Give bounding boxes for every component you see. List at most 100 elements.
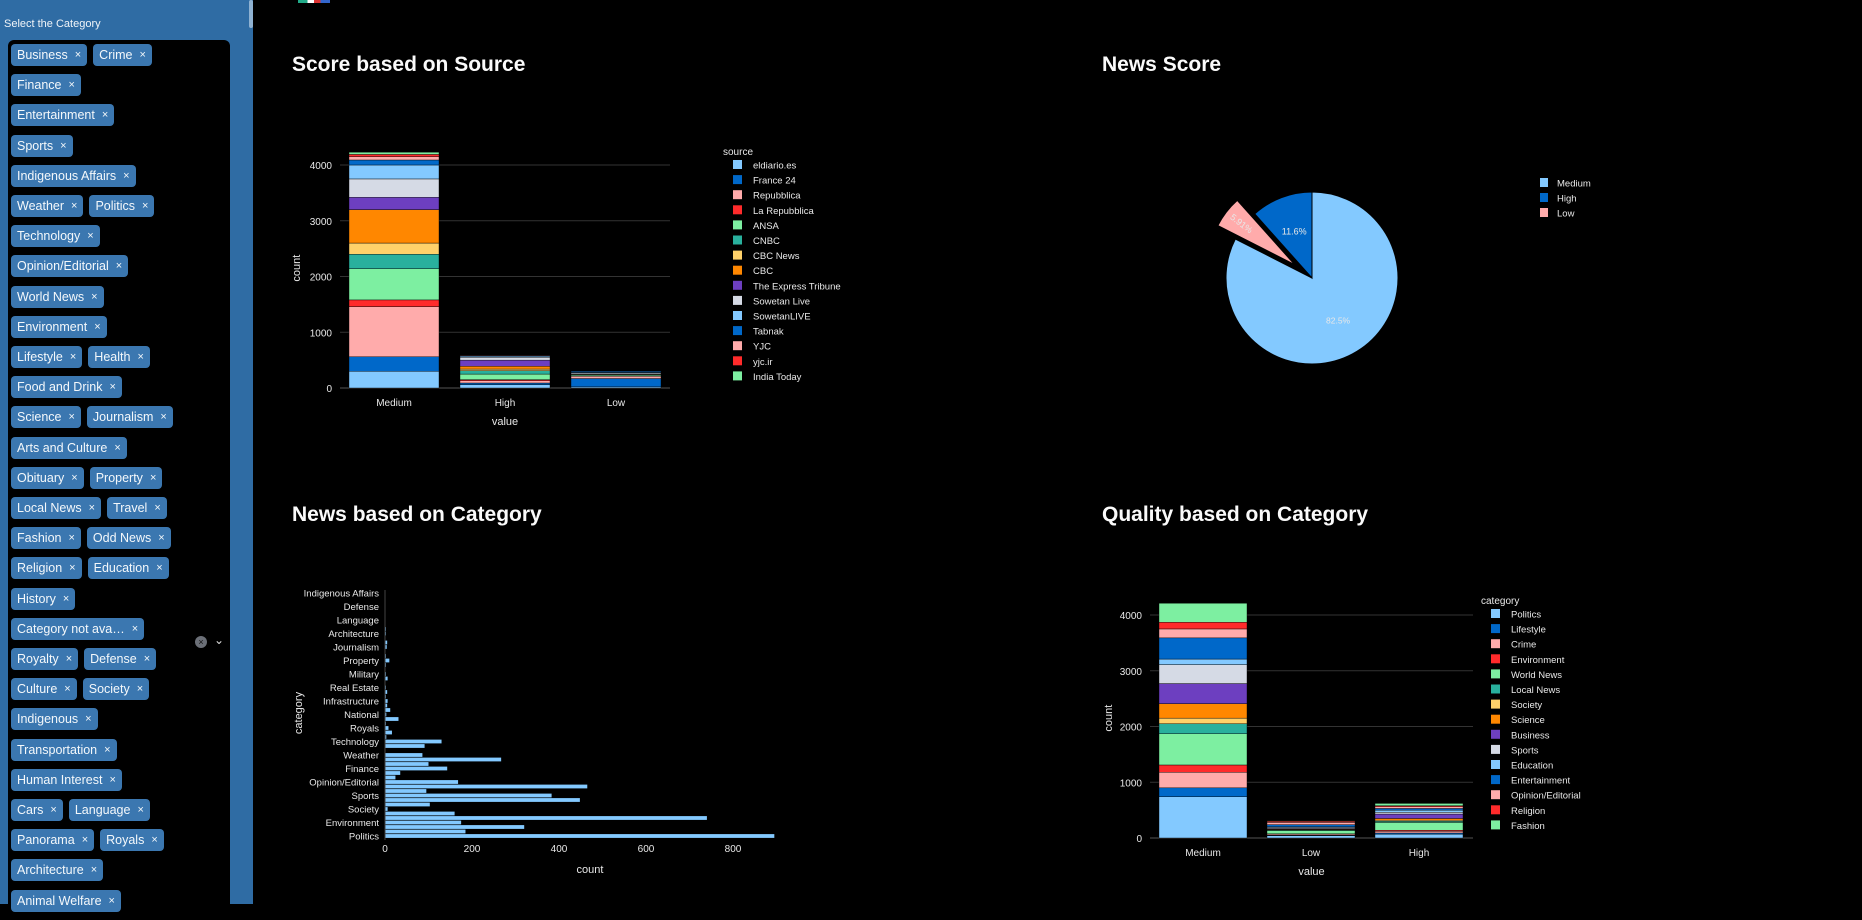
bar-segment xyxy=(460,374,550,380)
category-bar xyxy=(385,762,429,766)
bar-segment xyxy=(1375,822,1463,830)
bar-segment xyxy=(1267,836,1355,838)
category-bar xyxy=(385,785,587,789)
bar-segment xyxy=(1375,808,1463,810)
legend-item: Tabnak xyxy=(753,327,784,338)
category-bar xyxy=(385,816,707,820)
legend-swatch xyxy=(1491,609,1500,618)
legend-item: Environment xyxy=(1511,655,1565,666)
bar-segment xyxy=(1159,638,1247,659)
category-bar xyxy=(385,744,425,748)
legend-item: CBC News xyxy=(753,251,800,262)
bar-segment xyxy=(1375,818,1463,820)
y-axis-title: category xyxy=(293,691,305,734)
bar-segment xyxy=(349,152,439,154)
y-tick-label: Infrastructure xyxy=(323,697,379,708)
category-bar xyxy=(385,776,395,780)
bar-segment xyxy=(460,360,550,366)
category-bar xyxy=(385,821,461,825)
y-tick-label: 3000 xyxy=(310,217,333,228)
bar-segment xyxy=(1375,803,1463,805)
category-bar xyxy=(385,753,422,757)
bar-segment xyxy=(460,385,550,388)
bar-segment xyxy=(349,254,439,268)
y-tick-label: Language xyxy=(337,616,379,627)
bar-segment xyxy=(1267,822,1355,824)
bar-segment xyxy=(1159,629,1247,638)
legend-item: Science xyxy=(1511,715,1545,726)
legend-swatch xyxy=(1491,820,1500,829)
bar-segment xyxy=(349,243,439,254)
legend-item: CNBC xyxy=(753,236,780,247)
x-axis-title: value xyxy=(492,416,518,428)
category-bar xyxy=(385,789,426,793)
bar-segment xyxy=(349,371,439,388)
legend-swatch xyxy=(733,251,742,260)
bar-segment xyxy=(1375,807,1463,809)
bar-segment xyxy=(1267,830,1355,833)
legend-item: eldiario.es xyxy=(753,161,797,172)
legend-swatch xyxy=(733,205,742,214)
bar-segment xyxy=(1375,834,1463,838)
legend-item: Education xyxy=(1511,761,1553,772)
legend-swatch xyxy=(733,236,742,245)
bar-segment xyxy=(1159,659,1247,665)
legend-item: France 24 xyxy=(753,176,796,187)
legend-item: Business xyxy=(1511,730,1550,741)
legend-item: Religion xyxy=(1511,806,1545,817)
y-axis-title: count xyxy=(1103,705,1115,732)
y-tick-label: 0 xyxy=(326,384,332,395)
category-bar xyxy=(385,771,400,775)
bar-segment xyxy=(460,381,550,383)
x-axis-title: count xyxy=(577,864,604,876)
y-tick-label: Sports xyxy=(352,791,380,802)
y-tick-label: Environment xyxy=(326,818,380,829)
bar-segment xyxy=(1159,622,1247,629)
category-bar xyxy=(385,798,580,802)
pie-slice-label: 82.5% xyxy=(1326,316,1351,326)
category-bar xyxy=(385,834,774,838)
bar-segment xyxy=(1159,788,1247,797)
bar-segment xyxy=(571,379,661,387)
legend-item: yjc.ir xyxy=(753,357,773,368)
category-bar xyxy=(385,830,465,834)
bar-segment xyxy=(1375,831,1463,833)
y-tick-label: 3000 xyxy=(1120,667,1143,678)
legend-item: Fashion xyxy=(1511,821,1545,832)
legend-swatch xyxy=(733,371,742,380)
legend-item: Society xyxy=(1511,700,1542,711)
legend-swatch xyxy=(1540,208,1548,217)
y-tick-label: Defense xyxy=(344,602,379,613)
y-tick-label: National xyxy=(344,710,379,721)
y-tick-label: Weather xyxy=(343,751,379,762)
x-tick-label: High xyxy=(1409,848,1430,859)
y-tick-label: 0 xyxy=(1136,834,1142,845)
y-tick-label: Journalism xyxy=(333,643,379,654)
bar-segment xyxy=(1375,810,1463,812)
bar-segment xyxy=(349,269,439,300)
bar-segment xyxy=(1159,684,1247,704)
bar-segment xyxy=(1159,772,1247,788)
category-bar xyxy=(385,758,501,762)
x-tick-label: Medium xyxy=(376,398,412,409)
category-bar xyxy=(385,740,442,744)
category-bar xyxy=(385,780,458,784)
category-bar xyxy=(385,726,388,730)
bar-segment xyxy=(349,165,439,179)
legend-item: World News xyxy=(1511,670,1562,681)
legend-swatch xyxy=(1491,639,1500,648)
y-tick-label: Finance xyxy=(345,764,379,775)
legend-swatch xyxy=(733,160,742,169)
bar-segment xyxy=(1375,814,1463,818)
y-tick-label: Military xyxy=(349,670,379,681)
category-bar xyxy=(385,803,430,807)
legend-swatch xyxy=(733,341,742,350)
y-axis-title: count xyxy=(291,255,303,282)
legend-item: Medium xyxy=(1557,179,1591,190)
legend-swatch xyxy=(1491,760,1500,769)
bar-segment xyxy=(1267,821,1355,822)
x-tick-label: 400 xyxy=(551,844,568,855)
legend-swatch xyxy=(733,281,742,290)
bar-segment xyxy=(349,357,439,371)
